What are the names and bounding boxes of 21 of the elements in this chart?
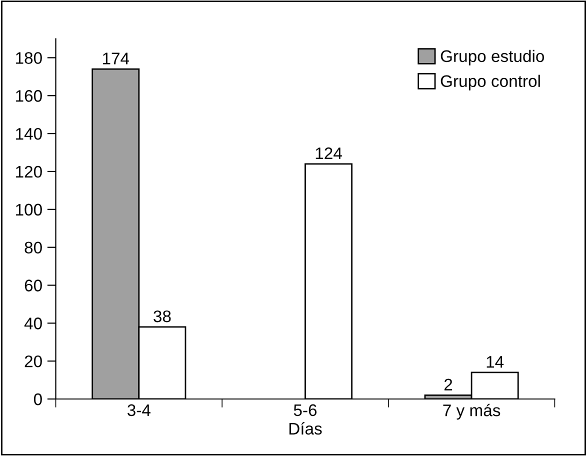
y-tick-label: 160 bbox=[16, 90, 42, 102]
legend-label: Grupo control bbox=[440, 74, 540, 90]
x-tick-label: 3-4 bbox=[128, 404, 150, 416]
y-tick-label: 120 bbox=[16, 166, 42, 178]
data-label: 124 bbox=[316, 147, 342, 160]
y-tick-label: 100 bbox=[16, 204, 42, 216]
y-tick-label: 80 bbox=[24, 242, 42, 254]
y-tick-label: 0 bbox=[34, 393, 42, 406]
x-tick-label: 7 y más bbox=[443, 404, 500, 420]
x-tick-label: 5-6 bbox=[294, 404, 317, 416]
y-tick-label: 180 bbox=[16, 52, 42, 64]
data-label: 38 bbox=[154, 310, 171, 322]
data-label: 2 bbox=[444, 378, 452, 390]
legend-label: Grupo estudio bbox=[440, 50, 544, 66]
data-label: 14 bbox=[486, 356, 504, 368]
y-tick-label: 140 bbox=[16, 128, 42, 140]
y-tick-label: 40 bbox=[24, 318, 42, 330]
x-axis-title: Días bbox=[289, 422, 322, 435]
y-tick-label: 60 bbox=[24, 280, 42, 292]
data-label: 174 bbox=[103, 52, 130, 64]
y-tick-label: 20 bbox=[24, 355, 42, 368]
